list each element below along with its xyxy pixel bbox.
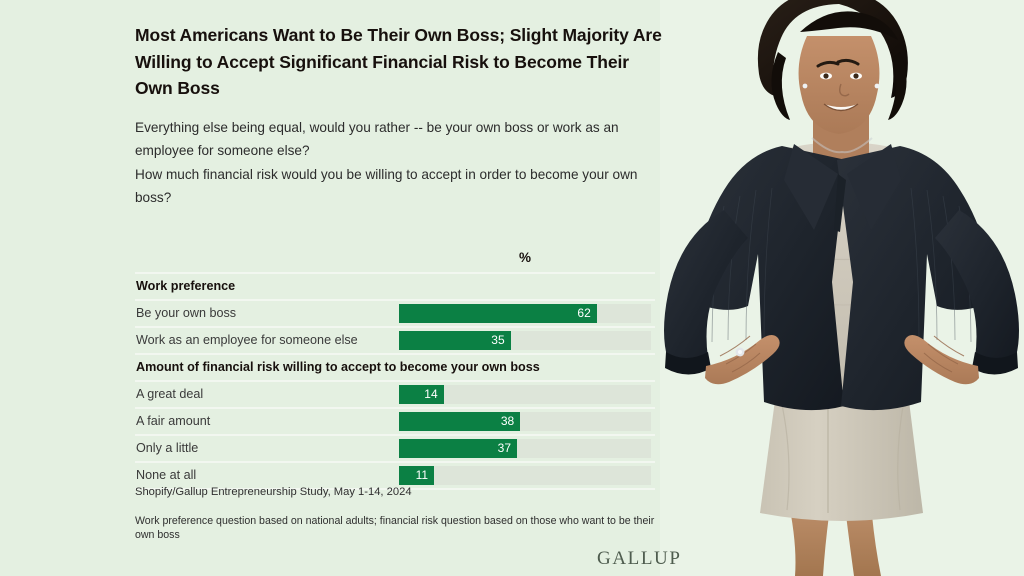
bar-track: 37	[399, 439, 651, 458]
bar-label: Be your own boss	[136, 306, 237, 320]
row-divider	[135, 461, 655, 463]
bar-track: 38	[399, 412, 651, 431]
table-row: A great deal 14	[135, 382, 655, 407]
table-row: None at all 11	[135, 463, 655, 488]
row-divider	[135, 434, 655, 436]
bar-label: A great deal	[136, 387, 204, 401]
row-divider	[135, 326, 655, 328]
bar-chart: % Work preference Be your own boss 62 Wo…	[135, 250, 655, 490]
survey-question-1: Everything else being equal, would you r…	[135, 119, 619, 159]
bar-value: 11	[415, 468, 429, 482]
bar-track: 35	[399, 331, 651, 350]
bar-fill: 14	[399, 385, 444, 404]
bar-fill: 38	[399, 412, 521, 431]
bar-label: A fair amount	[136, 414, 211, 428]
bar-fill: 37	[399, 439, 518, 458]
source-line: Shopify/Gallup Entrepreneurship Study, M…	[135, 486, 412, 498]
bar-track: 62	[399, 304, 651, 323]
table-row: Work as an employee for someone else 35	[135, 328, 655, 353]
bar-value: 37	[497, 441, 512, 455]
businesswoman-photo	[660, 0, 1024, 576]
row-divider	[135, 488, 655, 490]
bar-fill: 11	[399, 466, 435, 485]
row-divider	[135, 299, 655, 301]
chart-footer: Shopify/Gallup Entrepreneurship Study, M…	[135, 485, 680, 543]
gallup-logo: GALLUP	[597, 548, 682, 569]
bar-label: Work as an employee for someone else	[136, 333, 358, 347]
bar-track: 14	[399, 385, 651, 404]
table-row: Be your own boss 62	[135, 301, 655, 326]
percent-column-header: %	[519, 250, 532, 265]
bar-value: 14	[424, 387, 438, 401]
survey-questions: Everything else being equal, would you r…	[135, 116, 675, 210]
headline-block: Most Americans Want to Be Their Own Boss…	[135, 0, 695, 209]
businesswoman-illustration	[660, 0, 1024, 576]
footnote: Work preference question based on nation…	[135, 514, 655, 542]
group-heading-work-preference: Work preference	[136, 279, 236, 293]
bar-label: Only a little	[136, 441, 199, 455]
row-divider	[135, 380, 655, 382]
table-row: A fair amount 38	[135, 409, 655, 434]
row-divider	[135, 353, 655, 355]
bar-fill: 35	[399, 331, 511, 350]
page-title: Most Americans Want to Be Their Own Boss…	[135, 25, 662, 99]
group-heading-financial-risk: Amount of financial risk willing to acce…	[136, 360, 540, 374]
row-divider	[135, 407, 655, 409]
chart-header: %	[135, 250, 655, 272]
bar-fill: 62	[399, 304, 597, 323]
header-divider	[135, 272, 655, 274]
bar-value: 35	[491, 333, 505, 347]
bar-track: 11	[399, 466, 651, 485]
bar-value: 62	[577, 306, 591, 320]
table-row: Only a little 37	[135, 436, 655, 461]
bar-value: 38	[500, 414, 515, 428]
survey-question-2: How much financial risk would you be wil…	[135, 166, 638, 205]
bar-label: None at all	[136, 468, 197, 482]
